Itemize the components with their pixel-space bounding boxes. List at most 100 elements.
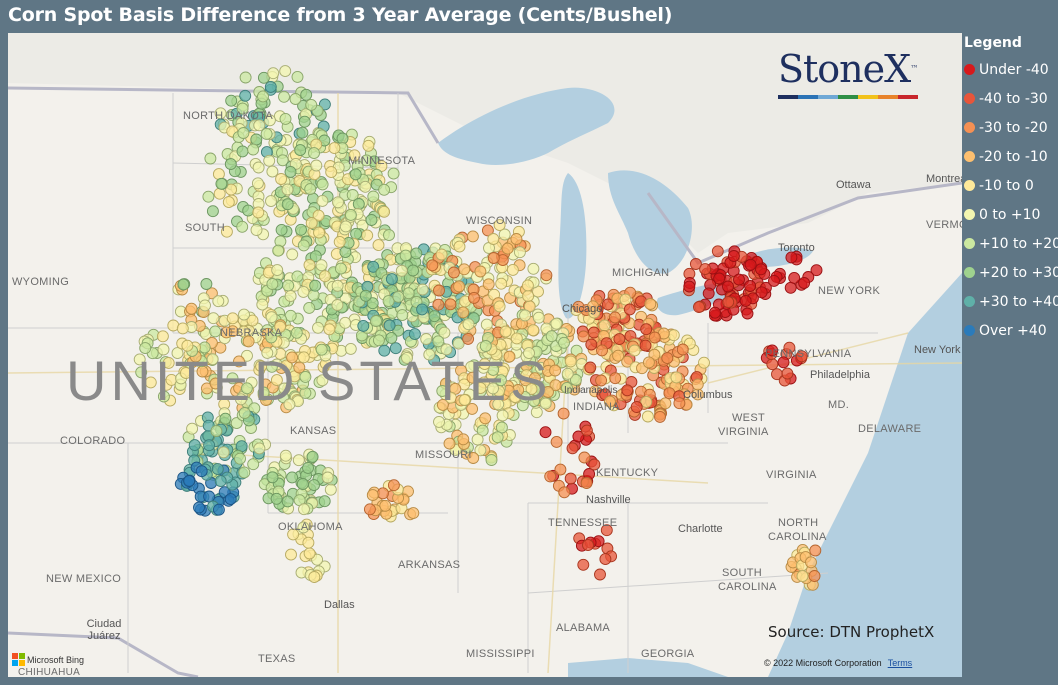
basis-point[interactable]: [501, 242, 514, 255]
basis-point[interactable]: [513, 246, 526, 259]
basis-point[interactable]: [316, 178, 329, 191]
basis-point[interactable]: [777, 356, 790, 369]
basis-point[interactable]: [331, 279, 344, 292]
basis-point[interactable]: [785, 251, 798, 264]
basis-point[interactable]: [362, 139, 375, 152]
basis-point[interactable]: [385, 273, 398, 286]
basis-point[interactable]: [741, 307, 754, 320]
basis-point[interactable]: [359, 180, 372, 193]
basis-point[interactable]: [282, 279, 295, 292]
basis-point[interactable]: [224, 493, 237, 506]
basis-point[interactable]: [333, 235, 346, 248]
basis-point[interactable]: [224, 158, 237, 171]
basis-point[interactable]: [619, 293, 632, 306]
basis-point[interactable]: [183, 475, 196, 487]
basis-point[interactable]: [549, 379, 562, 392]
basis-point[interactable]: [220, 225, 233, 238]
basis-point[interactable]: [521, 279, 534, 292]
basis-point[interactable]: [621, 355, 634, 368]
basis-point[interactable]: [768, 274, 780, 287]
basis-point[interactable]: [766, 344, 779, 357]
basis-point[interactable]: [316, 194, 329, 207]
basis-point[interactable]: [698, 356, 710, 369]
basis-point[interactable]: [766, 358, 779, 371]
basis-point[interactable]: [181, 339, 194, 352]
basis-point[interactable]: [315, 259, 328, 272]
basis-point[interactable]: [509, 391, 522, 404]
basis-point[interactable]: [135, 366, 148, 379]
basis-point[interactable]: [407, 264, 419, 277]
basis-point[interactable]: [673, 397, 686, 410]
basis-point[interactable]: [242, 335, 255, 348]
basis-point[interactable]: [295, 223, 307, 236]
basis-point[interactable]: [640, 323, 653, 336]
basis-point[interactable]: [297, 351, 310, 364]
legend-item[interactable]: +10 to +20: [964, 229, 1058, 258]
basis-point[interactable]: [522, 290, 535, 303]
basis-point[interactable]: [257, 90, 269, 103]
basis-point[interactable]: [416, 303, 429, 316]
basis-point[interactable]: [235, 393, 247, 406]
basis-point[interactable]: [485, 454, 498, 466]
basis-point[interactable]: [410, 247, 423, 260]
basis-point[interactable]: [302, 461, 314, 474]
basis-point[interactable]: [644, 298, 657, 310]
basis-point[interactable]: [713, 272, 726, 285]
basis-point[interactable]: [510, 233, 523, 245]
basis-point[interactable]: [344, 208, 357, 221]
basis-point[interactable]: [479, 412, 492, 425]
basis-point[interactable]: [648, 331, 661, 344]
basis-point[interactable]: [365, 214, 378, 226]
basis-point[interactable]: [783, 341, 796, 354]
basis-point[interactable]: [298, 115, 311, 128]
basis-point[interactable]: [527, 262, 540, 275]
basis-point[interactable]: [457, 433, 470, 446]
basis-point[interactable]: [157, 343, 170, 356]
basis-point[interactable]: [558, 486, 571, 499]
basis-point[interactable]: [299, 370, 312, 383]
basis-point[interactable]: [549, 364, 562, 377]
basis-point[interactable]: [303, 301, 316, 314]
basis-point[interactable]: [291, 270, 304, 283]
basis-point[interactable]: [558, 336, 570, 349]
basis-point[interactable]: [284, 290, 297, 303]
basis-point[interactable]: [377, 487, 389, 500]
basis-point[interactable]: [206, 205, 219, 218]
basis-point[interactable]: [795, 350, 808, 363]
basis-point[interactable]: [474, 444, 487, 457]
basis-point[interactable]: [286, 248, 299, 261]
basis-point[interactable]: [217, 446, 230, 459]
basis-point[interactable]: [180, 367, 192, 379]
basis-point[interactable]: [266, 278, 279, 290]
basis-point[interactable]: [253, 119, 266, 132]
basis-point[interactable]: [661, 352, 674, 365]
basis-point[interactable]: [234, 452, 246, 465]
basis-point[interactable]: [603, 395, 616, 408]
basis-point[interactable]: [211, 463, 224, 476]
basis-point[interactable]: [727, 250, 740, 262]
basis-point[interactable]: [595, 374, 608, 387]
basis-point[interactable]: [402, 287, 415, 300]
basis-point[interactable]: [667, 329, 680, 342]
basis-point[interactable]: [206, 353, 219, 366]
basis-point[interactable]: [498, 228, 511, 241]
basis-point[interactable]: [309, 279, 322, 292]
basis-point[interactable]: [378, 183, 391, 196]
basis-point[interactable]: [252, 206, 265, 219]
basis-point[interactable]: [474, 265, 487, 278]
basis-point[interactable]: [436, 385, 449, 397]
basis-point[interactable]: [378, 205, 391, 218]
basis-point[interactable]: [193, 501, 205, 514]
basis-point[interactable]: [550, 317, 563, 330]
basis-point[interactable]: [279, 65, 292, 78]
basis-point[interactable]: [215, 177, 228, 190]
basis-point[interactable]: [722, 296, 735, 309]
basis-point[interactable]: [628, 344, 641, 357]
basis-point[interactable]: [539, 397, 552, 410]
legend-item[interactable]: -40 to -30: [964, 84, 1058, 113]
basis-point[interactable]: [493, 219, 506, 232]
basis-point[interactable]: [796, 570, 809, 583]
basis-point[interactable]: [539, 426, 552, 439]
basis-point[interactable]: [564, 355, 577, 368]
basis-point[interactable]: [292, 454, 305, 467]
